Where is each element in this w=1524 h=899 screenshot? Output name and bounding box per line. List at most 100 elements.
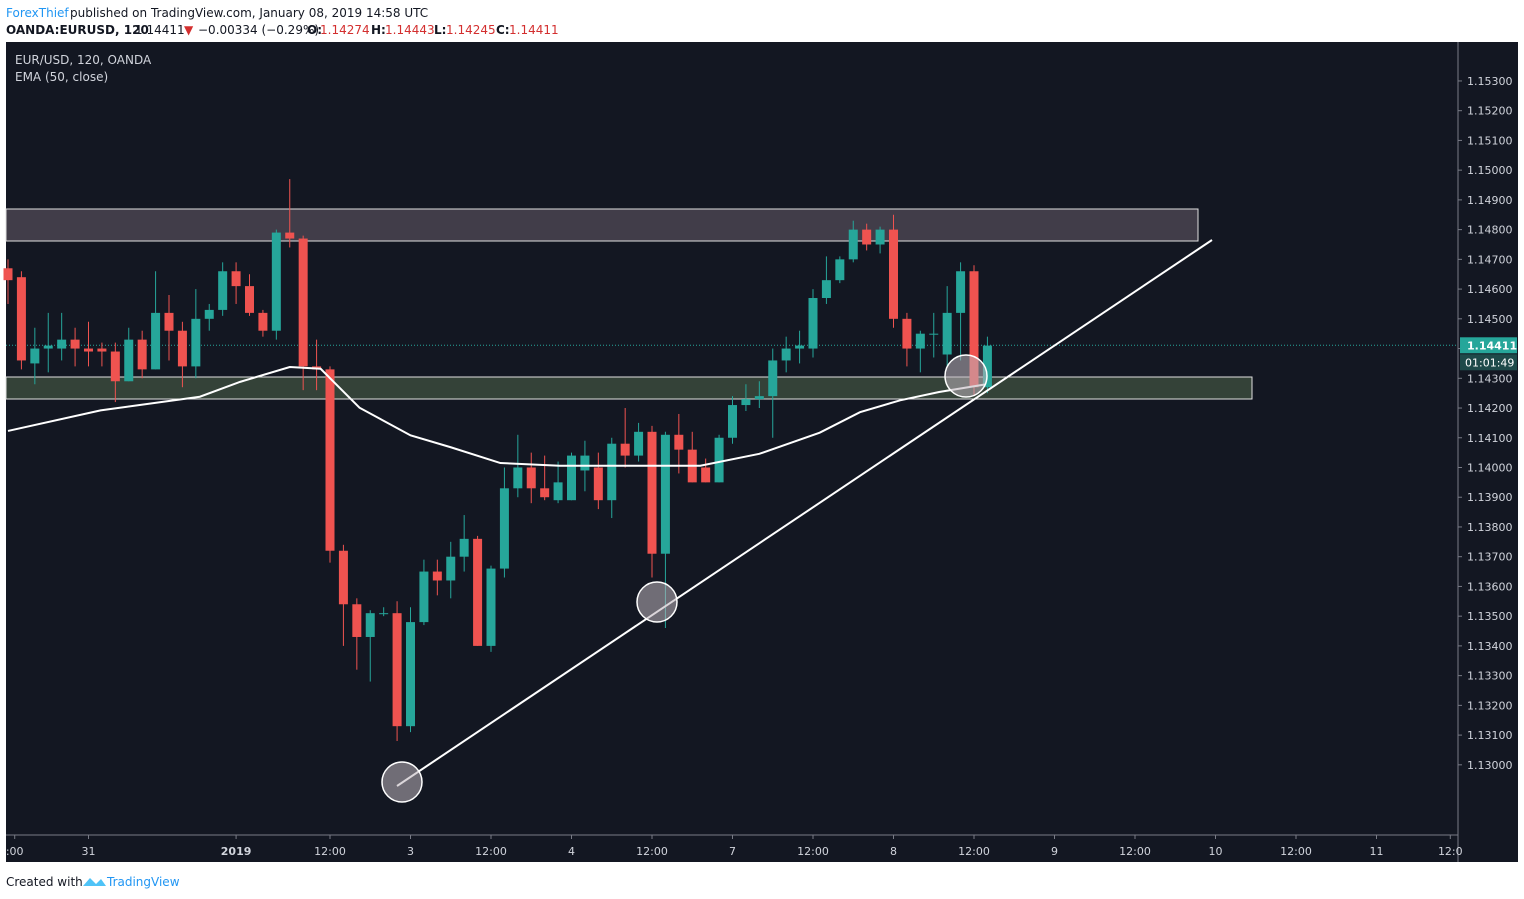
x-tick-label: 9 xyxy=(1051,845,1058,858)
candle-body xyxy=(271,232,281,331)
candle-body xyxy=(151,312,161,370)
o: 1.14274 xyxy=(320,23,370,37)
candle-body xyxy=(298,238,308,367)
candle-body xyxy=(701,467,711,483)
candle-body xyxy=(258,312,268,331)
candle-body xyxy=(795,345,805,349)
candle-body xyxy=(392,613,402,727)
candle-body xyxy=(365,613,375,637)
candle-body xyxy=(741,399,751,406)
candle-body xyxy=(379,613,389,615)
y-tick-label: 1.13600 xyxy=(1467,580,1513,593)
x-tick-label: :00 xyxy=(6,845,24,858)
candle-body xyxy=(16,277,26,361)
x-tick-label: 12:00 xyxy=(314,845,346,858)
y-tick-label: 1.14200 xyxy=(1467,402,1513,415)
y-tick-label: 1.13400 xyxy=(1467,640,1513,653)
y-tick-label: 1.13800 xyxy=(1467,521,1513,534)
candle-body xyxy=(942,312,952,355)
y-tick-label: 1.14000 xyxy=(1467,461,1513,474)
candle-body xyxy=(97,348,107,352)
candle-body xyxy=(848,229,858,260)
countdown-box xyxy=(1460,354,1517,371)
candle-body xyxy=(607,443,617,501)
c: 1.14411 xyxy=(509,23,559,37)
h-label: H: xyxy=(371,23,386,37)
candle-body xyxy=(231,271,241,287)
candle-body xyxy=(218,271,228,310)
candle-body xyxy=(768,360,778,397)
published: published on TradingView.com, January 08… xyxy=(70,6,428,20)
y-tick-label: 1.14300 xyxy=(1467,372,1513,385)
y-tick-label: 1.13000 xyxy=(1467,759,1513,772)
candle-body xyxy=(929,333,939,335)
candle-body xyxy=(580,455,590,471)
candle-body xyxy=(419,571,429,623)
candle-body xyxy=(57,339,67,349)
candle-body xyxy=(982,345,992,388)
y-tick-label: 1.13200 xyxy=(1467,699,1513,712)
candle-body xyxy=(956,271,966,313)
y-tick-label: 1.13900 xyxy=(1467,491,1513,504)
candle-body xyxy=(674,434,684,450)
candle-body xyxy=(285,232,295,239)
y-tick-label: 1.14900 xyxy=(1467,194,1513,207)
candle-body xyxy=(754,396,764,400)
x-tick-label: 12:0 xyxy=(1438,845,1463,858)
candle-body xyxy=(835,259,845,281)
candle-body xyxy=(406,622,415,727)
candle-body xyxy=(204,309,214,319)
y-tick-label: 1.14600 xyxy=(1467,283,1513,296)
brand[interactable]: TradingView xyxy=(106,875,180,889)
candle-body xyxy=(875,229,885,245)
x-tick-label: 12:00 xyxy=(1280,845,1312,858)
trendline xyxy=(396,239,1213,787)
x-tick-label: 11 xyxy=(1370,845,1384,858)
candle-body xyxy=(124,339,134,382)
l-label: L: xyxy=(434,23,446,37)
candle-body xyxy=(567,455,576,501)
y-tick-label: 1.13300 xyxy=(1467,670,1513,683)
resistance-zone xyxy=(5,208,1199,242)
x-tick-label: 31 xyxy=(82,845,96,858)
support-zone xyxy=(5,376,1253,400)
last-price-box xyxy=(1460,337,1517,354)
candle-body xyxy=(473,538,483,646)
candle-body xyxy=(889,229,898,319)
candle-body xyxy=(110,351,120,382)
y-tick-label: 1.13500 xyxy=(1467,610,1513,623)
overlay xyxy=(381,239,1213,803)
candle-body xyxy=(593,467,603,501)
x-tick-label: 12:00 xyxy=(958,845,990,858)
candle-body xyxy=(446,556,456,581)
h: 1.14443 xyxy=(385,23,435,37)
y-tick-label: 1.15200 xyxy=(1467,105,1513,118)
candle-body xyxy=(137,339,147,370)
candle-body xyxy=(513,467,523,489)
y-tick-label: 1.14500 xyxy=(1467,313,1513,326)
candle-body xyxy=(84,348,93,352)
candle-body xyxy=(30,348,40,364)
candle-body xyxy=(338,550,348,605)
x-tick-label: 12:00 xyxy=(1119,845,1151,858)
x-tick-label: 3 xyxy=(407,845,414,858)
candle-body xyxy=(969,271,979,388)
candle-body xyxy=(714,437,724,483)
candle-body xyxy=(902,318,912,349)
candle-body xyxy=(43,345,53,349)
candle-body xyxy=(3,268,13,281)
author[interactable]: ForexThief xyxy=(6,6,69,20)
candle-body xyxy=(660,434,670,554)
last-price-label: 1.14411 xyxy=(1467,339,1517,352)
candle-body xyxy=(620,443,630,456)
c-label: C: xyxy=(496,23,510,37)
y-tick-label: 1.13700 xyxy=(1467,551,1513,564)
candle-body xyxy=(553,482,563,501)
axes: 1.13000 1.13100 1.13200 1.13300 1.13400 1.135… xyxy=(6,42,1517,862)
candles xyxy=(3,179,992,742)
header: ForexThief published on TradingView.com,… xyxy=(6,6,559,37)
x-tick-label: 10 xyxy=(1209,845,1223,858)
x-tick-label: 7 xyxy=(729,845,736,858)
y-tick-label: 1.13100 xyxy=(1467,729,1513,742)
candle-body xyxy=(647,431,657,554)
